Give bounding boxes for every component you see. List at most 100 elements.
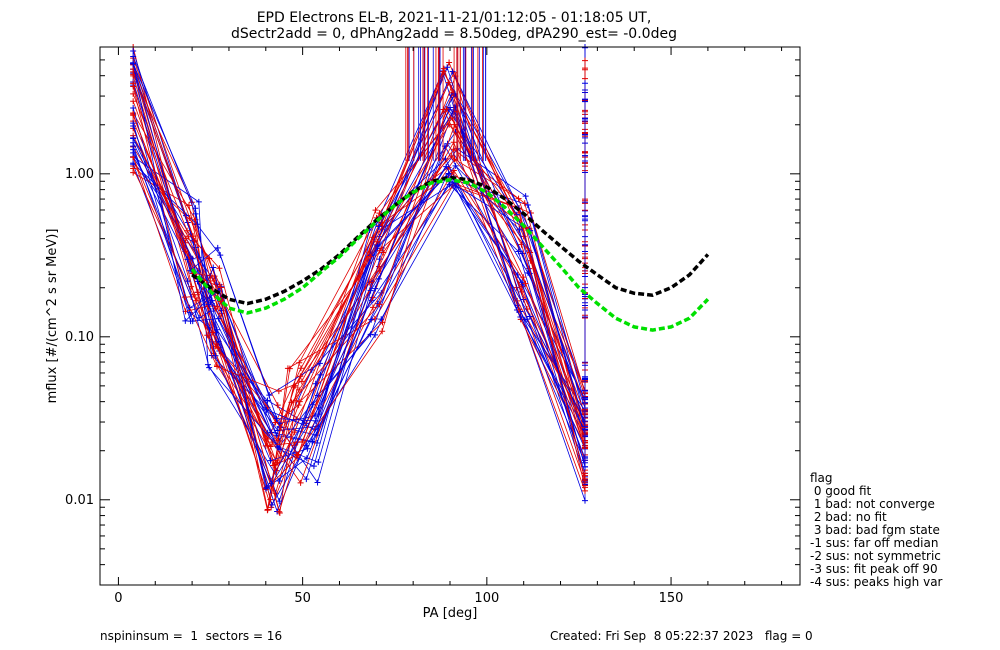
data-point-marker: [376, 210, 383, 217]
data-point-marker: [187, 318, 194, 325]
data-point-marker: [298, 378, 305, 385]
data-point-marker: [182, 235, 189, 242]
data-point-marker: [303, 476, 310, 483]
sector-trace: [132, 71, 586, 447]
data-point-marker: [191, 237, 198, 244]
sector-trace: [132, 69, 586, 437]
data-point-marker: [582, 80, 588, 87]
data-point-marker: [375, 223, 382, 230]
data-point-marker: [214, 303, 221, 310]
data-point-marker: [513, 211, 520, 218]
data-point-marker: [376, 247, 383, 254]
data-point-marker: [582, 273, 588, 280]
y-axis-label: mflux [#/(cm^2 s sr MeV)]: [45, 229, 60, 404]
data-point-marker: [582, 497, 588, 504]
y-tick-label: 0.10: [65, 330, 94, 345]
data-point-marker: [205, 301, 212, 308]
legend-title: flag: [810, 471, 833, 485]
data-point-marker: [216, 265, 223, 272]
data-point-marker: [516, 226, 523, 233]
data-point-marker: [443, 163, 450, 170]
sector-trace: [132, 56, 586, 467]
data-point-marker: [297, 373, 304, 380]
data-point-marker: [192, 210, 199, 217]
legend-item: -2 sus: not symmetric: [810, 549, 941, 563]
data-point-marker: [292, 382, 299, 389]
data-point-marker: [582, 65, 588, 72]
flag-legend: flag 0 good fit 1 bad: not converge 2 ba…: [810, 471, 943, 589]
data-point-marker: [267, 457, 274, 464]
data-point-marker: [215, 315, 222, 322]
data-point-marker: [582, 477, 588, 484]
data-point-marker: [186, 215, 193, 222]
data-point-marker: [130, 135, 137, 142]
data-point-marker: [444, 64, 451, 71]
data-point-marker: [274, 427, 281, 434]
data-point-marker: [195, 198, 202, 205]
legend-item: 1 bad: not converge: [810, 497, 935, 511]
footer-spin-info: nspininsum = 1 sectors = 16: [100, 629, 282, 643]
data-point-marker: [519, 250, 526, 257]
fit-curve-green: [190, 177, 710, 332]
data-point-marker: [312, 380, 319, 387]
data-point-marker: [582, 463, 588, 470]
fit-curve-black: [191, 175, 710, 306]
y-tick-label: 0.01: [65, 493, 94, 508]
data-point-marker: [262, 442, 269, 449]
data-point-marker: [374, 243, 381, 250]
data-point-marker: [264, 397, 271, 404]
data-point-marker: [130, 53, 137, 60]
data-point-marker: [266, 392, 273, 399]
data-point-marker: [369, 304, 376, 311]
data-point-marker: [582, 487, 588, 494]
data-point-marker: [367, 287, 374, 294]
data-point-marker: [209, 329, 216, 336]
data-point-marker: [130, 98, 137, 105]
data-point-marker: [206, 364, 213, 371]
data-point-marker: [296, 398, 303, 405]
data-point-marker: [376, 301, 383, 308]
data-point-marker: [130, 104, 137, 111]
data-point-marker: [452, 162, 459, 169]
data-point-marker: [448, 153, 455, 160]
data-point-marker: [524, 202, 531, 209]
data-point-marker: [582, 470, 588, 477]
data-point-marker: [130, 149, 137, 156]
legend-item: -3 sus: fit peak off 90: [810, 562, 938, 576]
data-point-marker: [293, 451, 300, 458]
sector-trace: [132, 62, 586, 436]
data-point-marker: [214, 363, 221, 370]
data-point-marker: [450, 167, 457, 174]
y-tick-label: 1.00: [65, 167, 94, 182]
data-point-marker: [517, 314, 524, 321]
data-point-marker: [312, 417, 319, 424]
data-point-marker: [212, 352, 219, 359]
data-point-marker: [268, 501, 275, 508]
data-point-marker: [367, 253, 374, 260]
data-point-marker: [316, 360, 323, 367]
data-point-marker: [204, 332, 211, 339]
axes: 0 50 100 150 0.01 0.10 1.00: [65, 46, 800, 606]
legend-item: 0 good fit: [810, 484, 872, 498]
data-point-marker: [130, 112, 137, 119]
data-point-marker: [268, 504, 275, 511]
data-point-marker: [217, 284, 224, 291]
data-point-marker: [440, 65, 447, 72]
data-point-marker: [270, 462, 277, 469]
data-point-marker: [274, 402, 281, 409]
data-point-marker: [582, 374, 588, 381]
legend-item: 2 bad: no fit: [810, 510, 887, 524]
data-point-marker: [210, 264, 217, 271]
data-point-marker: [303, 455, 310, 462]
data-point-marker: [376, 256, 383, 263]
fit-curves: [190, 175, 710, 332]
data-point-marker: [264, 506, 271, 513]
data-point-marker: [445, 79, 452, 86]
data-point-marker: [522, 193, 529, 200]
data-point-marker: [184, 227, 191, 234]
chart-title: EPD Electrons EL-B, 2021-11-21/01:12:05 …: [257, 10, 652, 26]
data-point-marker: [304, 445, 311, 452]
data-point-marker: [315, 459, 322, 466]
data-point-marker: [130, 47, 137, 54]
